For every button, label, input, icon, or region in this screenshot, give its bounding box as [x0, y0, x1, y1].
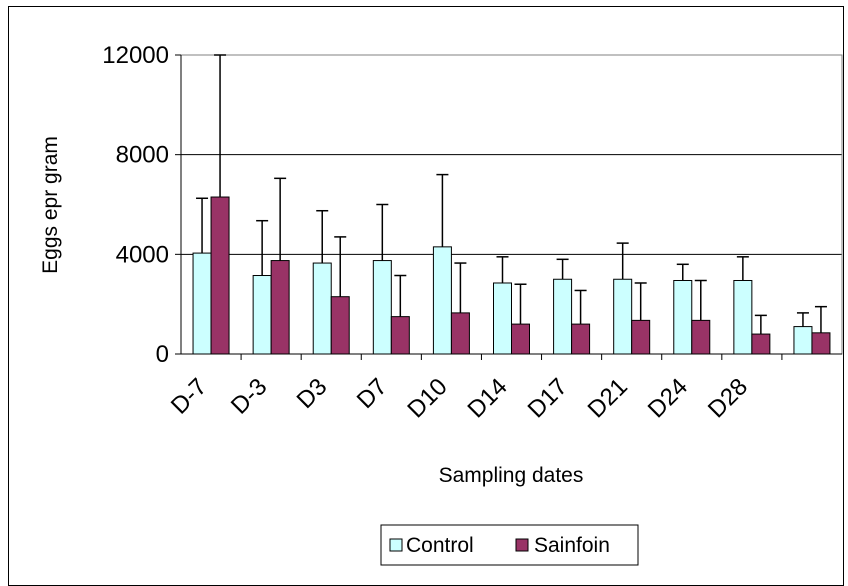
legend-swatch-sainfoin [515, 538, 529, 552]
x-tick-label: D14 [463, 373, 513, 423]
bar-sainfoin [390, 316, 410, 355]
x-tick-label: D24 [643, 373, 693, 423]
legend-label-control: Control [406, 534, 474, 557]
x-tick-label: D7 [352, 373, 393, 414]
bar-sainfoin [811, 332, 831, 355]
error-bars [196, 54, 827, 335]
x-axis-title: Sampling dates [439, 464, 584, 487]
x-tick-label: D-3 [226, 373, 272, 419]
bar-control [312, 262, 332, 355]
bars [192, 196, 831, 355]
legend-box [380, 524, 639, 566]
bar-sainfoin [330, 296, 350, 355]
bar-control [733, 279, 753, 355]
bar-control [252, 275, 272, 355]
y-tick-labels: 0 4000 8000 12000 [102, 42, 181, 368]
bar-control [192, 252, 212, 355]
bar-control [493, 282, 512, 355]
bar-sainfoin [691, 319, 711, 355]
y-tick-label: 4000 [116, 241, 169, 268]
bar-sainfoin [270, 260, 290, 355]
bar-control [613, 278, 633, 355]
y-tick-label: 12000 [102, 42, 169, 69]
x-tick-label: D28 [703, 373, 753, 423]
y-tick-label: 8000 [116, 142, 169, 169]
x-tick-label: D3 [292, 373, 333, 414]
bar-sainfoin [450, 312, 470, 355]
bar-control [673, 279, 693, 355]
legend-swatch-control [389, 538, 403, 552]
bar-chart: 0 4000 8000 12000 D-7 D-3 D3 D7 D10 D14 D17 D21 D24… [39, 42, 843, 566]
bar-control [553, 278, 573, 355]
bar-sainfoin [631, 319, 651, 355]
x-tick-label: D21 [583, 373, 633, 423]
bar-sainfoin [511, 323, 530, 355]
x-tick-label: D10 [402, 373, 452, 423]
bar-control [432, 246, 452, 355]
legend-label-sainfoin: Sainfoin [534, 534, 610, 557]
x-tick-labels: D-7 D-3 D3 D7 D10 D14 D17 D21 D24 D28 [166, 354, 783, 423]
bar-sainfoin [751, 333, 771, 355]
bar-sainfoin [210, 196, 230, 355]
y-axis-title: Eggs epr gram [39, 136, 62, 274]
legend: Control Sainfoin [380, 524, 639, 566]
bar-control [372, 260, 392, 355]
x-tick-label: D-7 [166, 373, 212, 419]
x-tick-label: D17 [523, 373, 573, 423]
bar-control [793, 326, 813, 355]
y-tick-label: 0 [156, 341, 169, 368]
bar-sainfoin [571, 323, 591, 355]
